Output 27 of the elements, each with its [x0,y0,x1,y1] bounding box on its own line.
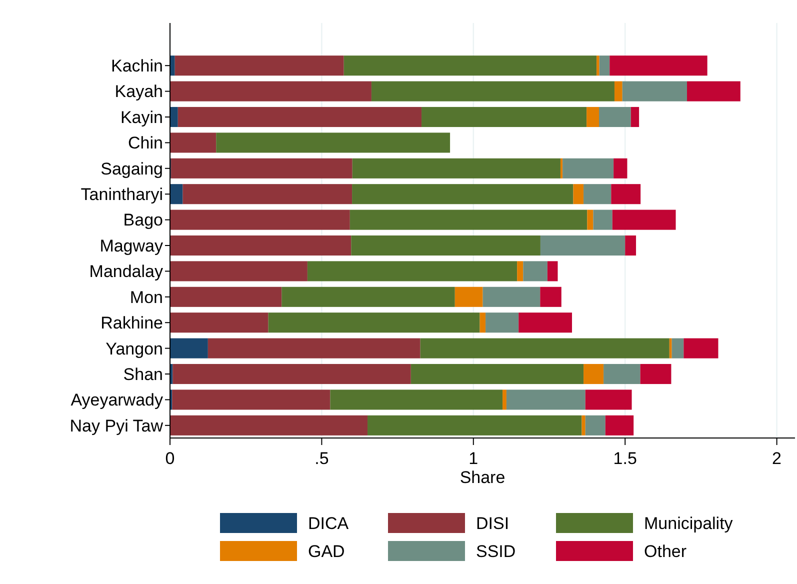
x-tick-label: 2 [772,449,782,468]
x-tick-label: 1.5 [613,449,637,468]
legend-label: DISI [476,514,510,533]
y-tick-label: Kayah [114,82,163,102]
legend-label: DICA [308,514,350,533]
x-tick-label: .5 [314,449,329,468]
y-tick-label: Chin [128,134,163,153]
legend-label: SSID [476,542,516,561]
y-tick-label: Kachin [111,56,163,76]
y-tick-label: Shan [123,364,163,384]
y-tick-label: Sagaing [100,159,163,178]
y-tick-label: Nay Pyi Taw [70,416,164,436]
legend-label: Municipality [644,514,734,533]
y-tick-label: Bago [123,210,163,230]
y-tick-label: Rakhine [100,314,163,333]
y-tick-label: Mandalay [89,262,164,282]
x-axis-title: Share [460,468,506,487]
y-tick-label: Kayin [120,108,163,127]
legend-label: Other [644,542,687,561]
x-tick-label: 1 [468,449,478,468]
y-tick-label: Tanintharyi [80,185,163,204]
y-tick-label: Yangon [106,339,163,358]
y-tick-label: Mon [130,288,163,307]
legend-label: GAD [308,542,345,561]
y-tick-label: Ayeyarwady [70,390,164,410]
x-tick-label: 0 [165,449,175,468]
y-tick-label: Magway [100,236,164,256]
